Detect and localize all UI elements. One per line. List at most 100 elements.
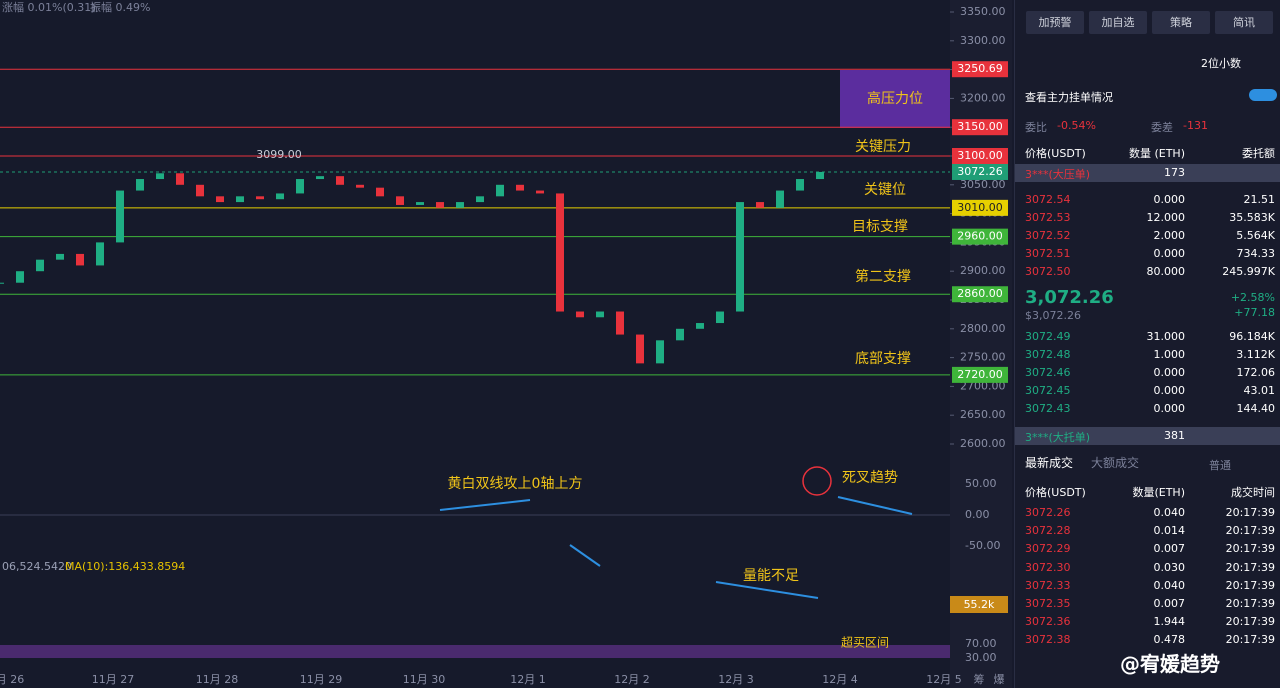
level-label: 3072.26 <box>957 165 1003 178</box>
trade: 0.007 <box>1153 597 1186 610</box>
level-tag <box>952 163 1008 180</box>
ask: 3072.50 <box>1025 265 1071 278</box>
ask: 245.997K <box>1222 265 1275 278</box>
candle <box>116 190 124 243</box>
x-tick-label: 12月 5 <box>926 673 962 686</box>
plot-bg <box>0 0 950 688</box>
trade: 0.014 <box>1153 524 1186 538</box>
trade: 20:17:39 <box>1225 615 1275 629</box>
button[interactable]: 加预警 <box>1026 11 1084 34</box>
annotation: 关键位 <box>864 182 906 198</box>
trade-header: 成交时间 <box>1231 486 1275 499</box>
candle <box>436 202 444 208</box>
delta: +77.18 <box>1234 306 1275 319</box>
x-tick-label: 11月 28 <box>196 673 239 686</box>
ask: 3072.54 <box>1025 193 1071 206</box>
tab[interactable]: 最新成交 <box>1025 456 1074 470</box>
trade: 20:17:39 <box>1225 578 1275 592</box>
bid: 3072.46 <box>1025 366 1071 379</box>
book-header: 数量 (ETH) <box>1128 147 1185 160</box>
tab[interactable]: 普通 <box>1209 459 1231 472</box>
candle <box>696 323 704 329</box>
annotation: 关键压力 <box>855 139 911 155</box>
candle <box>536 190 544 194</box>
rsi-band <box>0 645 950 658</box>
trade: 1.944 <box>1153 615 1186 629</box>
annotation: 超买区间 <box>841 635 889 650</box>
trade: 3072.33 <box>1025 578 1071 592</box>
candle <box>276 193 284 200</box>
candle <box>456 202 464 208</box>
y-tick-label: 2600.00 <box>960 437 1006 450</box>
ask: 0.000 <box>1153 193 1186 206</box>
ask: 734.33 <box>1236 247 1276 260</box>
bid: 31.000 <box>1146 330 1186 343</box>
diff-label: 委差 <box>1151 121 1173 134</box>
big-ask: 3***(大压单) <box>1025 168 1091 181</box>
candle <box>416 202 424 205</box>
trade: 20:17:39 <box>1225 597 1275 610</box>
ask: 12.000 <box>1146 211 1186 224</box>
trade: 0.478 <box>1153 633 1186 647</box>
trade: 20:17:39 <box>1225 542 1275 556</box>
level-label: 2860.00 <box>957 287 1003 300</box>
level-label: 3250.69 <box>957 62 1003 75</box>
diff: -131 <box>1183 119 1208 132</box>
candle <box>96 242 104 266</box>
ask: 5.564K <box>1236 229 1275 242</box>
ask: 3072.51 <box>1025 247 1071 260</box>
decimals: 2位小数 <box>1201 57 1241 70</box>
macd-tick: 50.00 <box>965 477 997 490</box>
annotation: 目标支撑 <box>852 219 908 235</box>
candle <box>216 196 224 203</box>
button[interactable]: 加自选 <box>1089 11 1147 34</box>
candle <box>656 340 664 364</box>
vol-ma5: 06,524.5420 <box>2 560 72 573</box>
candle <box>576 311 584 318</box>
trade: 20:17:39 <box>1225 633 1275 647</box>
bid: 3072.45 <box>1025 384 1071 397</box>
bid: 0.000 <box>1153 384 1186 397</box>
arrow <box>569 544 601 567</box>
rsi-tick: 30.00 <box>965 651 997 664</box>
level-label: 3010.00 <box>957 201 1003 214</box>
candle <box>596 311 604 318</box>
bid: 3.112K <box>1236 348 1275 361</box>
x-tick-label: 12月 2 <box>614 673 650 686</box>
ask: 21.51 <box>1243 193 1276 206</box>
tab[interactable]: 大额成交 <box>1091 456 1140 470</box>
trade: 0.007 <box>1153 542 1186 556</box>
bid: 0.000 <box>1153 366 1186 379</box>
candle <box>556 193 564 312</box>
trade: 3072.30 <box>1025 560 1071 574</box>
button[interactable]: 简讯 <box>1215 11 1273 34</box>
candle <box>256 196 264 200</box>
trade: 20:17:39 <box>1225 524 1275 538</box>
trade: 3072.35 <box>1025 597 1071 610</box>
candle <box>616 311 624 335</box>
candle <box>776 190 784 208</box>
trade-header: 数量(ETH) <box>1132 486 1185 499</box>
y-tick-label: 2650.00 <box>960 408 1006 421</box>
x-tick-label: 月 26 <box>0 673 24 686</box>
ask: 0.000 <box>1153 247 1186 260</box>
candle <box>476 196 484 203</box>
level-label: 2720.00 <box>957 368 1003 381</box>
bid: 3072.49 <box>1025 330 1071 343</box>
candle <box>736 202 744 312</box>
button[interactable]: 策略 <box>1152 11 1210 34</box>
trade: 3072.29 <box>1025 542 1071 556</box>
level-label: 3150.00 <box>957 120 1003 133</box>
bid: 0.000 <box>1153 402 1186 415</box>
level-tag <box>952 286 1008 303</box>
candle <box>816 171 824 180</box>
x-tick-label: 12月 4 <box>822 673 858 686</box>
candle <box>376 187 384 197</box>
macd-tick: 0.00 <box>965 508 990 521</box>
x-tick-label: 爆 <box>994 672 1005 686</box>
annotation: 高压力位 <box>867 90 923 107</box>
ratio: -0.54% <box>1057 119 1096 132</box>
candle <box>136 179 144 191</box>
candle <box>0 282 4 284</box>
vol-tag <box>950 596 1008 613</box>
